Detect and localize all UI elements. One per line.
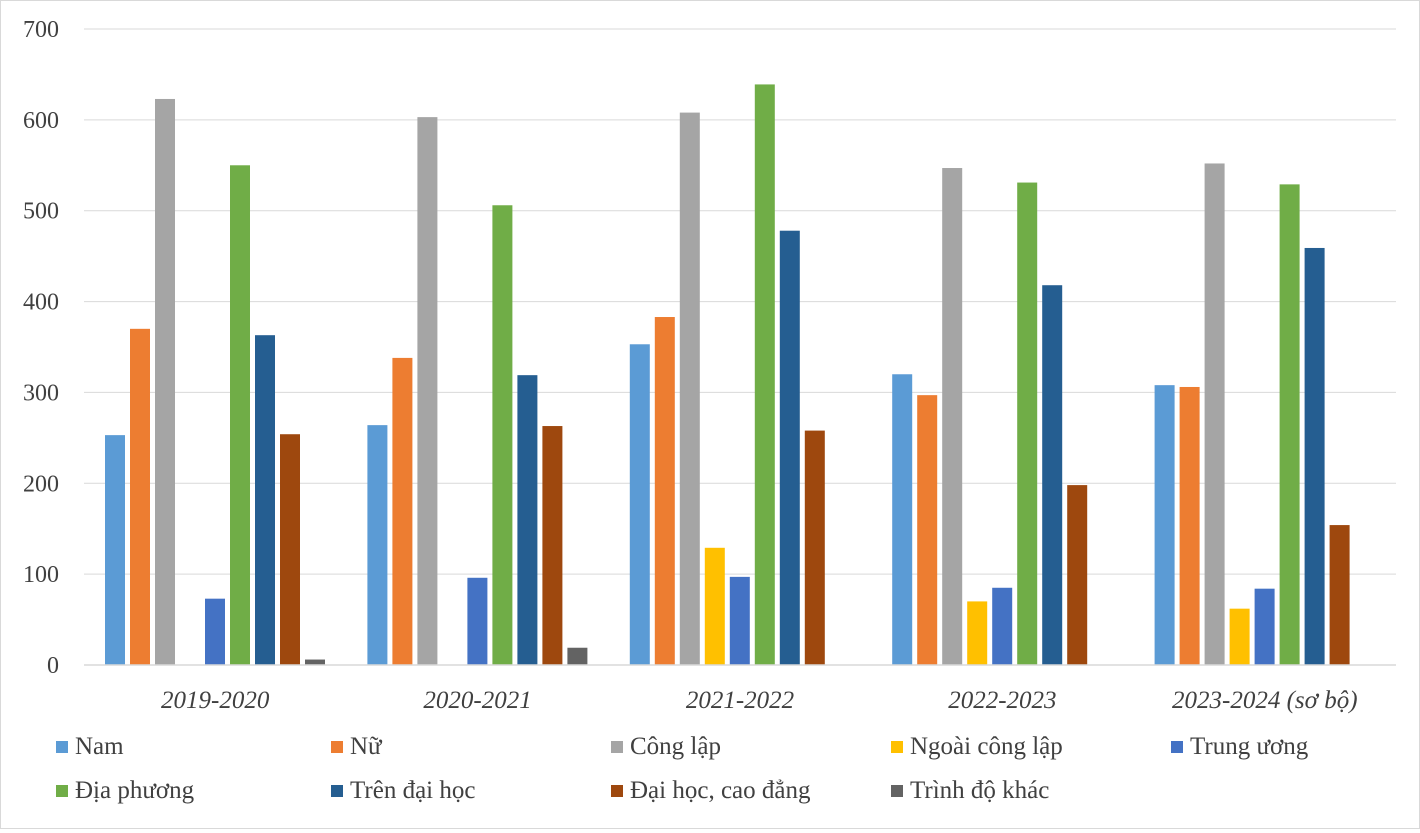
legend-item: Địa phương <box>56 777 195 804</box>
legend-swatch <box>611 741 623 753</box>
legend-label: Trung ương <box>1190 733 1309 760</box>
bar <box>629 344 650 665</box>
bar <box>542 426 563 665</box>
legend-swatch <box>331 741 343 753</box>
y-tick-label: 700 <box>23 17 59 43</box>
bar <box>367 425 388 665</box>
legend-item: Trên đại học <box>331 777 475 804</box>
y-tick-label: 500 <box>23 199 59 225</box>
bar <box>155 98 175 665</box>
bar <box>1042 285 1063 665</box>
legend-item: Đại học, cao đẳng <box>611 777 811 804</box>
bar <box>704 547 725 665</box>
x-category-label: 2021-2022 <box>686 687 794 714</box>
bar <box>754 84 775 666</box>
legend-item: Nam <box>56 733 124 760</box>
legend-label: Nam <box>75 733 124 760</box>
bar <box>967 601 988 665</box>
axes: 0 100 200 300 400 500 600 700 2019-2020 2020-2021… <box>23 17 1396 714</box>
bar <box>1254 588 1275 665</box>
bar <box>517 375 538 665</box>
legend-swatch <box>331 785 343 797</box>
bar <box>492 205 513 665</box>
legend-item: Công lập <box>611 733 721 760</box>
legend-swatch <box>611 785 623 797</box>
legend-item: Ngoài công lập <box>891 733 1063 760</box>
x-category-label: 2023-2024 (sơ bộ) <box>1172 687 1358 714</box>
gridlines <box>84 28 1396 575</box>
bar <box>992 587 1013 665</box>
legend-label: Nữ <box>350 733 383 760</box>
bar <box>1154 385 1175 665</box>
bar <box>1179 386 1200 665</box>
legend-swatch <box>891 785 903 797</box>
legend-label: Trình độ khác <box>910 777 1049 804</box>
bar <box>1017 182 1038 665</box>
legend-swatch <box>56 741 68 753</box>
legend-swatch <box>56 785 68 797</box>
y-tick-label: 100 <box>23 562 59 588</box>
x-category-label: 2019-2020 <box>161 687 270 714</box>
legend: Nam Nữ Công lập Ngoài công lập Trung ương Địa… <box>56 733 1309 804</box>
y-tick-label: 600 <box>23 108 59 134</box>
bar <box>1067 485 1088 665</box>
y-tick-label: 300 <box>23 380 59 406</box>
bar <box>1329 525 1350 665</box>
bar <box>105 435 125 665</box>
bar <box>205 598 225 665</box>
bar <box>1304 247 1325 666</box>
legend-swatch <box>1171 741 1183 753</box>
y-tick-label: 200 <box>23 471 59 497</box>
y-tick-label: 0 <box>47 653 59 679</box>
legend-label: Ngoài công lập <box>910 733 1063 760</box>
bar <box>567 647 588 665</box>
bar <box>804 430 825 665</box>
bar <box>1279 184 1300 665</box>
bar <box>130 328 150 665</box>
bar <box>779 230 800 665</box>
bar <box>892 374 913 665</box>
bar <box>1229 608 1250 665</box>
bar <box>917 395 938 665</box>
bar <box>467 577 488 665</box>
bar <box>305 659 325 665</box>
legend-label: Địa phương <box>75 777 195 804</box>
bar <box>1204 163 1225 665</box>
bar <box>230 165 250 666</box>
bar <box>255 335 275 665</box>
x-category-label: 2022-2023 <box>948 687 1056 714</box>
legend-item: Trình độ khác <box>891 777 1049 804</box>
legend-item: Nữ <box>331 733 383 760</box>
x-category-label: 2020-2021 <box>423 687 531 714</box>
bar <box>654 317 675 665</box>
bar <box>392 357 413 665</box>
bar <box>679 112 700 666</box>
bar <box>942 168 963 666</box>
legend-label: Công lập <box>630 733 721 760</box>
legend-label: Đại học, cao đẳng <box>630 777 811 804</box>
legend-item: Trung ương <box>1171 733 1309 760</box>
legend-swatch <box>891 741 903 753</box>
legend-label: Trên đại học <box>350 777 475 804</box>
bar <box>729 576 750 665</box>
bar <box>280 434 300 665</box>
bar <box>417 117 438 666</box>
y-tick-label: 400 <box>23 290 59 316</box>
bars <box>105 84 1350 666</box>
